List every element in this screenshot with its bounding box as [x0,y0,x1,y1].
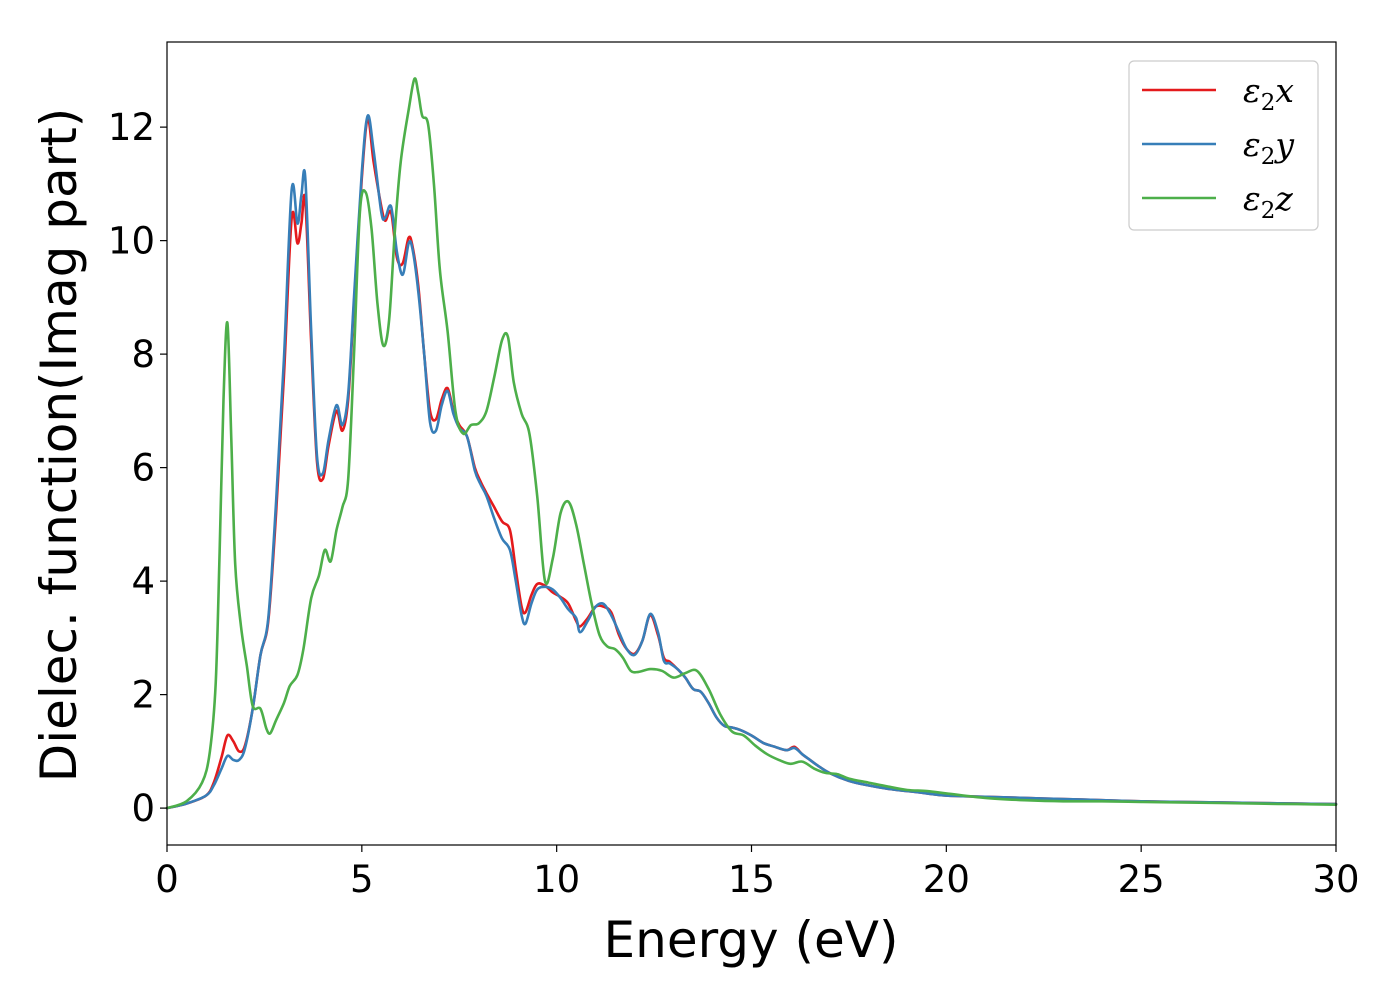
legend-box [1128,60,1319,231]
legend-label-z: ε2z [1243,179,1293,224]
plot-series [165,77,1338,810]
y-ticks: 0 2 4 6 8 10 12 [108,106,167,830]
x-axis-title: Energy (eV) [604,911,899,969]
y-tick-label: 2 [131,674,155,717]
y-axis-title: Dielec. function(Imag part) [30,108,88,783]
x-tick-label: 10 [533,858,580,901]
legend-label-x: ε2x [1243,71,1294,116]
x-tick-label: 0 [155,858,179,901]
x-ticks: 0 5 10 15 20 25 30 [155,845,1360,901]
series-line-y [165,114,1338,810]
x-tick-label: 20 [923,858,970,901]
x-tick-label: 5 [350,858,374,901]
legend: ε2x ε2y ε2z [1128,60,1319,231]
y-tick-label: 0 [131,787,155,830]
y-tick-label: 4 [131,560,155,603]
y-tick-label: 10 [108,220,155,263]
y-tick-label: 12 [108,106,155,149]
x-tick-label: 30 [1312,858,1359,901]
legend-entries: ε2x ε2y ε2z [1142,71,1294,224]
series-line-z [165,77,1338,810]
x-tick-label: 25 [1118,858,1165,901]
legend-label-y: ε2y [1243,125,1294,170]
y-tick-label: 8 [131,333,155,376]
x-tick-label: 15 [728,858,775,901]
y-tick-label: 6 [131,447,155,490]
